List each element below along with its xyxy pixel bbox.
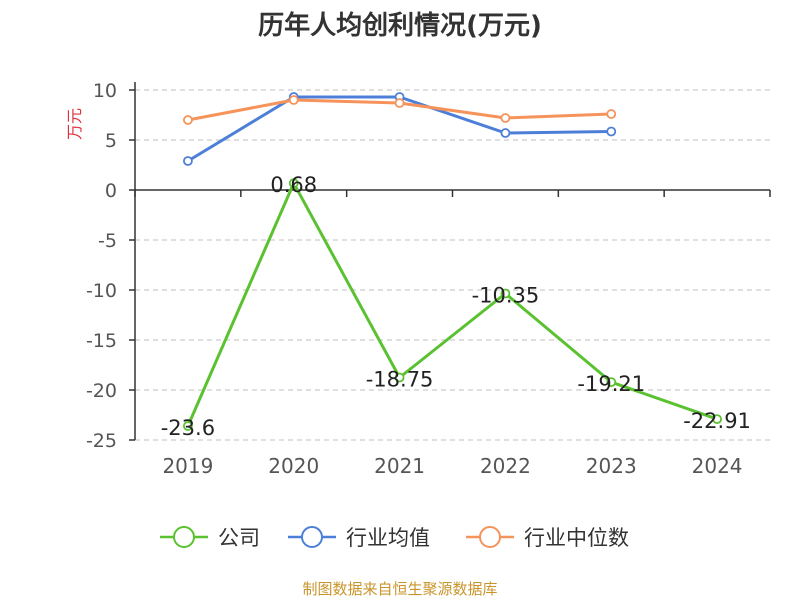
series-point-0 xyxy=(288,178,299,189)
y-tick-label: -10 xyxy=(86,280,117,302)
data-label: -19.21 xyxy=(577,372,645,396)
legend-marker-icon xyxy=(479,526,501,548)
series-point-0 xyxy=(183,421,193,431)
series-point-2 xyxy=(183,115,193,125)
series-point-0 xyxy=(394,372,405,383)
y-tick-label: 0 xyxy=(105,180,117,202)
legend-item-2[interactable]: 行业中位数 xyxy=(466,526,629,550)
series-point-2 xyxy=(394,98,405,108)
y-tick-label: 10 xyxy=(93,80,117,102)
series-point-2 xyxy=(500,113,511,123)
legend-item-1[interactable]: 行业均值 xyxy=(288,526,430,550)
y-axis-label: 万元 xyxy=(65,108,84,140)
series-line-0 xyxy=(186,181,718,427)
data-label: -22.91 xyxy=(683,409,751,433)
axes: 10 5 0 -5 -10 -15 -20 -25 2019 2020 2021 2022 2023 20… xyxy=(86,80,771,478)
legend-marker-icon xyxy=(173,526,195,548)
data-label: 0.68 xyxy=(270,173,317,197)
x-tick-label: 2022 xyxy=(480,454,531,478)
data-labels: -23.6 0.68 -18.75 -10.35 -19.21 -22.91 xyxy=(161,173,751,440)
data-label: -18.75 xyxy=(366,368,434,392)
series-point-0 xyxy=(500,288,511,299)
y-tick-label: 5 xyxy=(105,130,117,152)
data-label: -23.6 xyxy=(161,416,215,440)
x-tick-label: 2019 xyxy=(162,454,213,478)
data-label: -10.35 xyxy=(472,284,540,308)
x-tick-label: 2023 xyxy=(586,454,637,478)
y-tick-label: -15 xyxy=(86,330,117,352)
series-point-1 xyxy=(183,156,193,166)
series-point-0 xyxy=(606,377,617,388)
legend-item-0[interactable]: 公司 xyxy=(160,526,260,550)
series-point-2 xyxy=(606,109,617,119)
series-point-2 xyxy=(288,95,299,105)
series-lines xyxy=(183,92,722,431)
legend-label: 行业中位数 xyxy=(524,526,629,550)
x-tick-label: 2020 xyxy=(268,454,319,478)
series-point-1 xyxy=(500,128,511,138)
legend-label: 行业均值 xyxy=(346,526,430,550)
legend: 公司 行业均值 行业中位数 xyxy=(160,526,629,550)
y-tick-label: -5 xyxy=(98,230,117,252)
legend-label: 公司 xyxy=(218,526,260,550)
legend-marker-icon xyxy=(301,526,323,548)
series-point-0 xyxy=(712,414,722,425)
grid-lines xyxy=(135,89,770,441)
source-note: 制图数据来自恒生聚源数据库 xyxy=(302,580,497,598)
series-point-1 xyxy=(606,126,617,137)
y-tick-label: -20 xyxy=(86,380,117,402)
chart-title: 历年人均创利情况(万元) xyxy=(258,10,542,41)
y-tick-label: -25 xyxy=(86,430,117,452)
x-tick-label: 2024 xyxy=(692,454,743,478)
x-tick-label: 2021 xyxy=(374,454,425,478)
